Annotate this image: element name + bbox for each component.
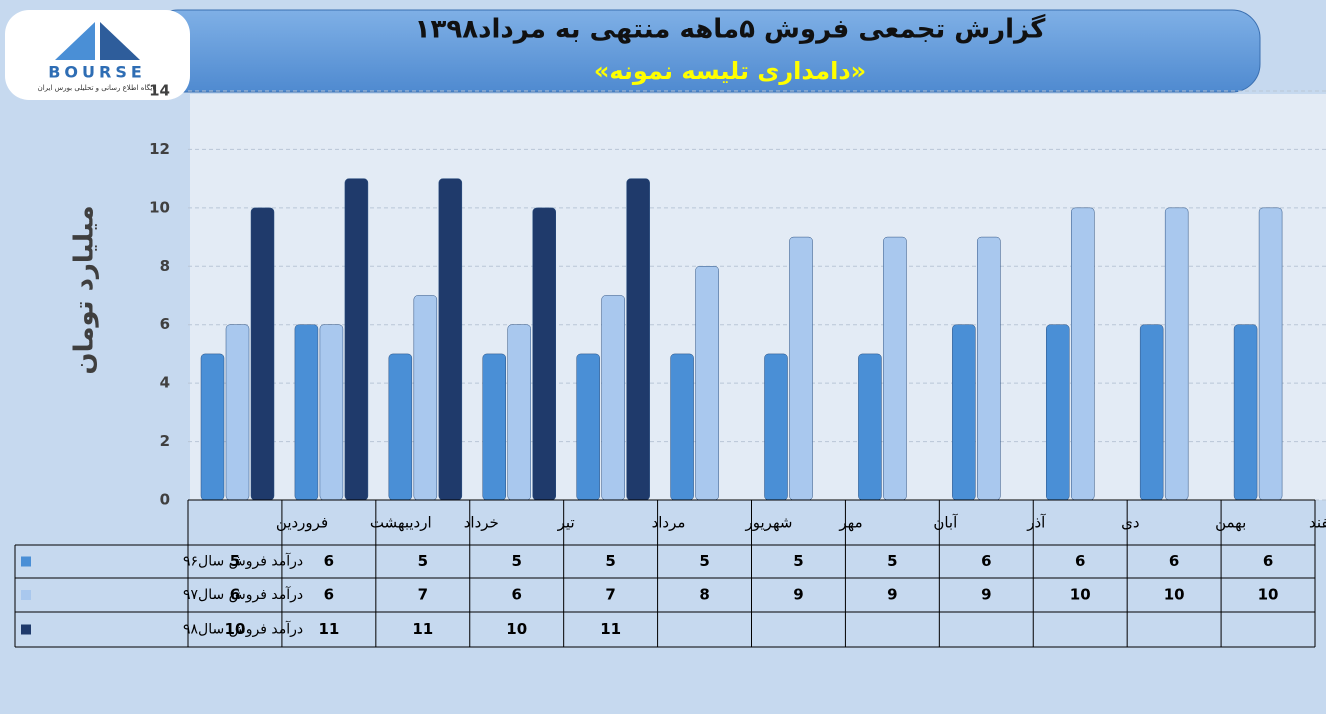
logo-mark <box>100 22 140 60</box>
legend-label: درآمد فروش سال۹۸ <box>183 621 303 638</box>
table-value: 7 <box>418 586 428 604</box>
table-value: 6 <box>511 586 521 604</box>
x-tick-label: تیر <box>557 514 575 532</box>
bar <box>1164 207 1189 501</box>
bar <box>200 353 225 501</box>
table-value: 10 <box>506 620 527 638</box>
y-tick-label: 0 <box>160 491 170 509</box>
bar <box>438 178 463 501</box>
bar <box>858 353 882 501</box>
table-value: 6 <box>1263 552 1273 570</box>
x-tick-label: مهر <box>838 514 862 532</box>
x-tick-label: اردیبهشت <box>370 514 432 532</box>
legend-label: درآمد فروش سال۹۷ <box>183 586 303 603</box>
bar <box>1046 324 1070 501</box>
bar <box>764 353 788 501</box>
bar <box>319 324 344 501</box>
logo-box <box>5 10 190 100</box>
bar <box>225 324 250 501</box>
bar <box>388 353 413 501</box>
bar <box>626 178 650 501</box>
chart-title: گزارش تجمعی فروش ۵ماهه منتهی به مرداد۱۳۹… <box>415 14 1047 45</box>
bar <box>601 295 625 501</box>
x-tick-label: خرداد <box>464 514 499 532</box>
bar <box>1071 207 1095 501</box>
bar <box>250 207 275 501</box>
table-value: 6 <box>324 586 334 604</box>
table-value: 5 <box>230 552 240 570</box>
table-value: 11 <box>412 620 433 638</box>
y-tick-label: 6 <box>160 315 170 333</box>
bar <box>1139 324 1164 501</box>
table-value: 10 <box>1164 586 1185 604</box>
bar <box>883 236 907 501</box>
bar <box>482 353 506 501</box>
y-axis-label: میلیارد تومان <box>70 205 100 374</box>
bar <box>952 324 976 501</box>
table-value: 11 <box>318 620 339 638</box>
x-tick-label: آبان <box>933 514 958 532</box>
bar <box>977 236 1001 501</box>
table-value: 6 <box>1075 552 1085 570</box>
y-tick-label: 14 <box>149 82 170 100</box>
bar <box>507 324 531 501</box>
legend-key <box>21 590 31 600</box>
bar <box>532 207 556 501</box>
x-tick-label: اسفند <box>1309 514 1326 532</box>
table-value: 6 <box>1169 552 1179 570</box>
table-value: 6 <box>324 552 334 570</box>
table-value: 10 <box>1258 586 1279 604</box>
x-tick-label: شهریور <box>745 514 793 532</box>
table-value: 10 <box>225 620 246 638</box>
table-value: 9 <box>981 586 991 604</box>
bar <box>576 353 600 501</box>
y-tick-label: 12 <box>149 140 170 158</box>
logo-mark <box>55 22 95 60</box>
table-value: 5 <box>418 552 428 570</box>
x-tick-label: مرداد <box>652 514 686 532</box>
x-tick-label: دی <box>1121 514 1139 532</box>
x-tick-label: بهمن <box>1215 514 1246 532</box>
chart-subtitle: «دامداری تلیسه نمونه» <box>594 57 866 85</box>
table-value: 5 <box>511 552 521 570</box>
logo-text: BOURSE <box>48 63 146 82</box>
plot-area <box>190 94 1326 500</box>
legend-label: درآمد فروش سال۹۶ <box>183 553 303 570</box>
table-value: 11 <box>600 620 621 638</box>
y-tick-label: 10 <box>149 198 170 216</box>
bar <box>344 178 369 501</box>
bar <box>413 295 438 501</box>
bar <box>670 353 694 501</box>
bar <box>789 236 813 501</box>
x-tick-label: فروردین <box>276 514 328 532</box>
logo-tagline: پایگاه اطلاع رسانی و تحلیلی بورس ایران <box>38 83 157 92</box>
legend-key <box>21 624 31 635</box>
x-tick-label: آذر <box>1026 514 1046 532</box>
table-value: 5 <box>793 552 803 570</box>
bar <box>1258 207 1283 501</box>
table-value: 5 <box>699 552 709 570</box>
table-value: 9 <box>887 586 897 604</box>
bar <box>695 266 719 501</box>
y-tick-label: 2 <box>160 432 170 450</box>
table-value: 5 <box>605 552 615 570</box>
table-value: 6 <box>981 552 991 570</box>
table-value: 8 <box>699 586 709 604</box>
table-value: 5 <box>887 552 897 570</box>
y-tick-label: 4 <box>160 374 170 392</box>
y-tick-label: 8 <box>160 257 170 275</box>
table-value: 7 <box>605 586 615 604</box>
bar <box>1233 324 1258 501</box>
table-value: 9 <box>793 586 803 604</box>
bar <box>294 324 319 501</box>
table-value: 6 <box>230 586 240 604</box>
table-value: 10 <box>1070 586 1091 604</box>
legend-key <box>21 556 31 567</box>
